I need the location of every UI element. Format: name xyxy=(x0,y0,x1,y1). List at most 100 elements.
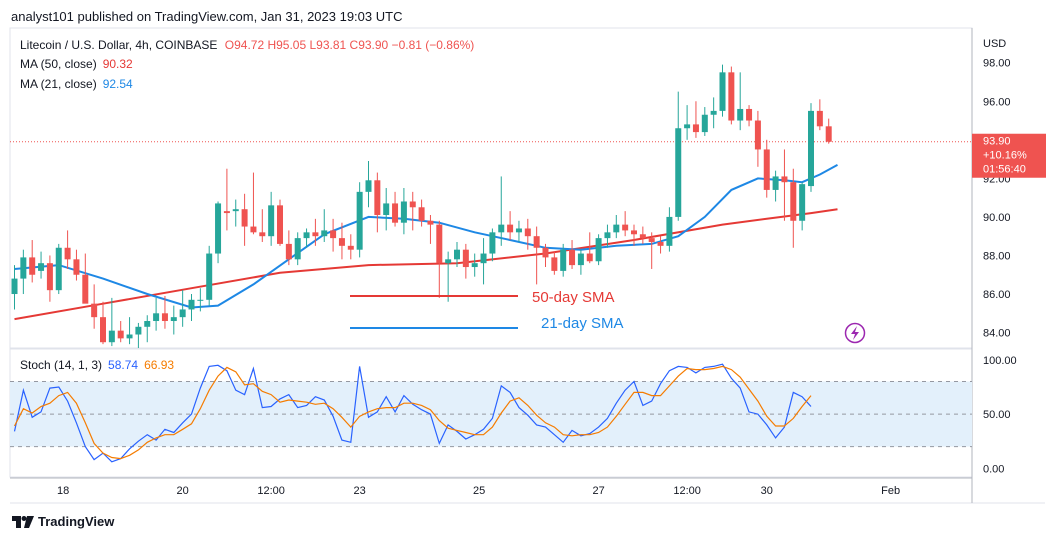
candle xyxy=(763,139,770,198)
stoch-k-line xyxy=(13,363,812,463)
candle xyxy=(91,284,98,329)
stoch-legend[interactable]: Stoch (14, 1, 3) 58.74 66.93 xyxy=(20,358,174,372)
candle xyxy=(808,103,814,192)
candle xyxy=(170,305,177,335)
lightning-icon[interactable] xyxy=(844,322,866,344)
candle xyxy=(197,288,204,312)
time-tick-label: 27 xyxy=(592,485,604,497)
time-tick-label: 25 xyxy=(473,485,485,497)
candle xyxy=(639,226,646,244)
candle xyxy=(321,209,328,242)
ma50-label: MA (50, close) xyxy=(20,57,97,71)
candle xyxy=(436,220,443,298)
candle xyxy=(38,251,45,279)
candle xyxy=(303,228,310,248)
stoch-tick-label: 0.00 xyxy=(983,463,1004,475)
ma21-legend[interactable]: MA (21, close) 92.54 xyxy=(20,77,133,91)
candle xyxy=(604,224,611,248)
candle xyxy=(73,249,80,281)
stoch-k-value: 58.74 xyxy=(108,358,139,372)
candle xyxy=(754,110,761,167)
candle xyxy=(692,101,699,138)
candle xyxy=(524,218,531,250)
candle xyxy=(108,297,115,347)
time-tick-label: 12:00 xyxy=(673,485,701,497)
candle xyxy=(418,199,425,227)
candle xyxy=(179,290,186,327)
candle xyxy=(790,168,797,248)
symbol-legend: Litecoin / U.S. Dollar, 4h, COINBASE O94… xyxy=(20,38,474,52)
candle xyxy=(55,243,62,295)
candle xyxy=(241,193,248,246)
candle xyxy=(737,72,744,131)
stoch-label: Stoch (14, 1, 3) xyxy=(20,358,103,372)
candle xyxy=(816,99,823,131)
candle xyxy=(586,232,593,264)
candle xyxy=(728,66,735,125)
candle xyxy=(622,211,629,237)
candle xyxy=(657,236,664,254)
candle xyxy=(542,243,549,268)
candle xyxy=(648,232,655,269)
tradingview-logo[interactable]: TradingView xyxy=(12,514,114,529)
candle xyxy=(161,295,168,329)
stoch-d-line xyxy=(13,365,812,460)
candle xyxy=(250,172,257,235)
stoch-tick-label: 100.00 xyxy=(983,355,1017,367)
candle xyxy=(153,297,160,331)
stoch-tick-label: 50.00 xyxy=(983,409,1011,421)
candle xyxy=(338,222,345,260)
brand-name: TradingView xyxy=(38,514,115,529)
candle xyxy=(400,188,407,235)
candle xyxy=(285,230,292,266)
price-tag-change: +10.16% xyxy=(983,150,1027,162)
price-tick-label: 86.00 xyxy=(983,289,1011,301)
publisher-header: analyst101 published on TradingView.com,… xyxy=(11,9,403,24)
price-tick-label: 98.00 xyxy=(983,58,1011,70)
candle xyxy=(613,214,620,239)
candle xyxy=(29,240,36,283)
candle xyxy=(232,199,239,227)
candle xyxy=(356,182,363,258)
price-tag xyxy=(972,133,1046,178)
candle xyxy=(515,220,522,242)
candle xyxy=(560,243,567,277)
candle xyxy=(462,243,469,279)
candle xyxy=(533,226,540,285)
candle xyxy=(772,170,779,202)
ma21-line xyxy=(14,164,838,309)
candle xyxy=(825,118,832,144)
symbol-title: Litecoin / U.S. Dollar, 4h, COINBASE xyxy=(20,38,218,52)
candle xyxy=(126,317,133,345)
price-tick-label: 84.00 xyxy=(983,328,1011,340)
candle xyxy=(312,218,319,246)
candle xyxy=(117,321,124,343)
candle xyxy=(277,199,283,246)
price-tick-label: 90.00 xyxy=(983,212,1011,224)
ma50-legend[interactable]: MA (50, close) 90.32 xyxy=(20,57,133,71)
candle xyxy=(551,251,558,275)
candle xyxy=(365,161,372,208)
candle xyxy=(799,182,806,231)
candle xyxy=(577,249,584,275)
ma21-value: 92.54 xyxy=(102,77,133,91)
candle xyxy=(454,241,460,268)
candle xyxy=(427,214,434,244)
price-tag-price: 93.90 xyxy=(983,136,1011,148)
candle xyxy=(445,251,452,302)
stoch-d-value: 66.93 xyxy=(144,358,175,372)
candle xyxy=(100,301,106,345)
candle xyxy=(20,249,27,295)
candle xyxy=(710,97,717,129)
price-tick-label: 96.00 xyxy=(983,96,1011,108)
time-tick-label: 18 xyxy=(57,485,69,497)
candle xyxy=(188,294,195,322)
candle xyxy=(569,240,576,269)
candle xyxy=(675,91,682,221)
sma50-annotation: 50-day SMA xyxy=(532,289,615,306)
candle xyxy=(144,315,151,343)
price-tag-countdown: 01:56:40 xyxy=(983,164,1026,176)
candle xyxy=(11,265,18,310)
sma21-annotation: 21-day SMA xyxy=(541,315,624,332)
